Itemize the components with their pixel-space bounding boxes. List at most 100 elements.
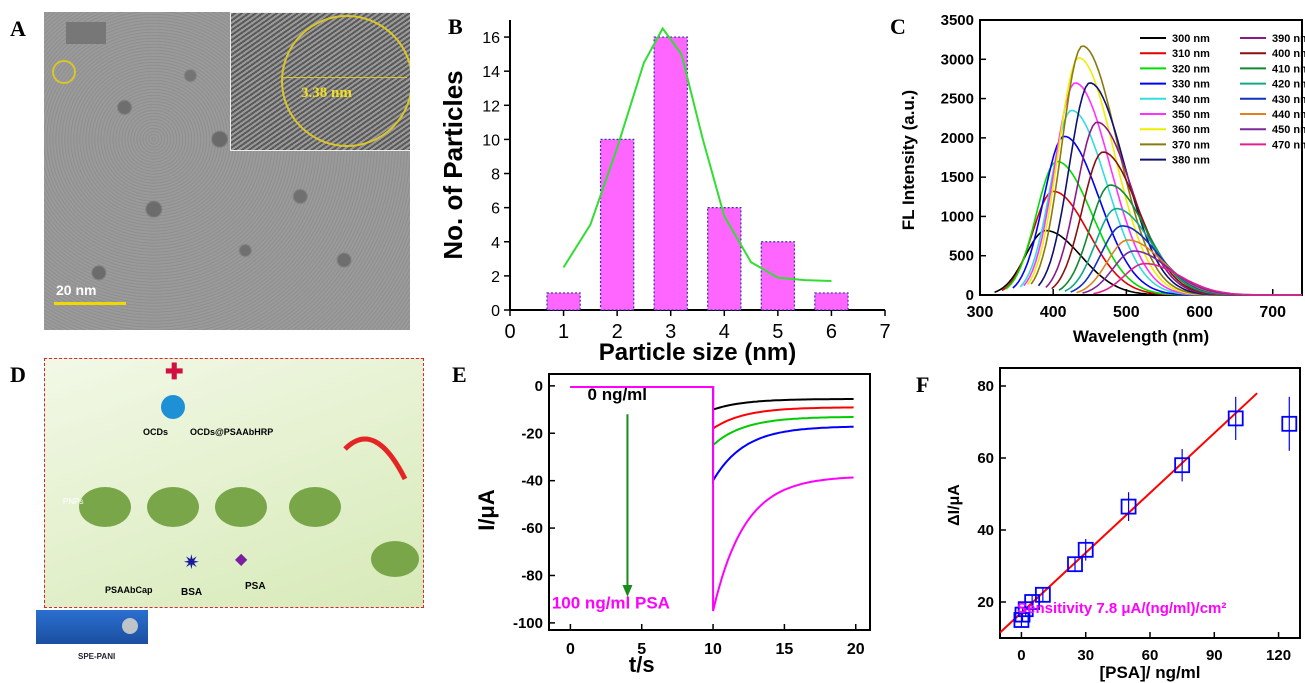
y-tick-label: -60 — [521, 520, 543, 537]
panel-label-a: A — [10, 16, 26, 41]
tem-particle-marker — [52, 60, 76, 84]
y-axis-label: No. of Particles — [440, 70, 468, 259]
legend-label: 430 nm — [1272, 94, 1305, 106]
data-point — [1281, 415, 1298, 432]
y-tick-label: 40 — [977, 522, 994, 539]
spectra-chart: 300 400 500 600 700 0 500 1000 1500 2000 2500 3000 3… — [899, 12, 1305, 346]
x-tick-label: 700 — [1259, 304, 1286, 321]
data-point — [1077, 541, 1094, 558]
y-axis-label: FL Intensity (a.u.) — [899, 90, 918, 230]
legend-label: 390 nm — [1272, 33, 1305, 45]
panel-label-b: B — [448, 14, 463, 39]
current-time-chart: 0 5 10 15 20 0 -20 -40 -60 -80 -100 0 ng/ml 100 ng/m… — [474, 373, 871, 677]
histogram-bar — [599, 138, 635, 311]
particle-2 — [147, 487, 199, 527]
ocd-dot — [161, 395, 185, 419]
reaction-arrow — [343, 436, 408, 481]
label-bsa: BSA — [181, 587, 203, 598]
x-tick-label: 600 — [1186, 304, 1213, 321]
y-tick-label: 2000 — [941, 130, 974, 147]
panel-label-d: D — [10, 362, 26, 387]
y-tick-label: 0 — [966, 287, 974, 304]
y-tick-label: 12 — [482, 98, 500, 115]
data-point — [1067, 556, 1083, 573]
histogram-bar — [760, 241, 796, 311]
tem-inset: 3.38 nm — [230, 12, 410, 151]
particle-5 — [371, 541, 419, 577]
y-tick-label: 6 — [491, 201, 500, 218]
x-tick-label: 30 — [1077, 647, 1094, 664]
legend-label: 380 nm — [1172, 155, 1210, 167]
legend-label: 320 nm — [1172, 63, 1210, 75]
measure-line — [283, 77, 407, 78]
label-ocds: OCDs — [143, 427, 169, 437]
y-tick-label: -40 — [521, 473, 543, 490]
x-tick-label: 2 — [612, 321, 623, 343]
data-point — [1014, 606, 1031, 623]
x-tick-label: 500 — [1113, 304, 1140, 321]
x-tick-label: 0 — [1017, 647, 1025, 664]
data-point — [1174, 457, 1191, 474]
label-ocds-ab: OCDs@PSAAbHRP — [190, 427, 274, 437]
current-trace — [570, 386, 854, 431]
electrode-label: SPE-PANI — [78, 652, 116, 661]
lattice-measure: 3.38 nm — [301, 85, 352, 101]
x-tick-label: 60 — [1142, 647, 1159, 664]
legend-label: 360 nm — [1172, 124, 1210, 136]
x-tick-label: 300 — [967, 304, 994, 321]
x-tick-label: 6 — [826, 321, 837, 343]
histogram-bar — [653, 36, 688, 311]
x-tick-label: 7 — [879, 321, 890, 343]
plot-frame — [979, 19, 1303, 296]
x-tick-label: 10 — [704, 641, 722, 658]
current-trace — [570, 386, 854, 612]
y-axis-label: I/μA — [474, 489, 499, 531]
label-psa: PSA — [245, 581, 266, 592]
current-trace — [570, 386, 854, 485]
legend-label: 330 nm — [1172, 79, 1210, 91]
x-tick-label: 400 — [1040, 304, 1067, 321]
y-tick-label: 60 — [977, 450, 994, 467]
label-pnps: PNPs — [63, 497, 84, 506]
panel-label-c: C — [890, 14, 906, 39]
y-tick-label: 16 — [482, 30, 500, 47]
y-tick-label: -80 — [521, 567, 543, 584]
lattice-circle — [281, 15, 410, 147]
y-tick-label: 8 — [491, 167, 500, 184]
y-tick-label: 14 — [482, 64, 500, 81]
y-tick-label: 1500 — [941, 169, 974, 186]
bsa-star-icon: ✷ — [183, 552, 200, 574]
plot-frame — [999, 367, 1301, 639]
x-tick-label: 15 — [776, 641, 794, 658]
spectrum-line — [1093, 262, 1302, 296]
sensor-schematic: ✚ ✷ ◆ OCDs OCDs@PSAAbHRP PNPs PSAAbCap B… — [44, 358, 424, 608]
current-trace — [570, 386, 854, 411]
y-axis-label: ΔI/μA — [946, 484, 963, 526]
x-tick-label: 3 — [665, 321, 676, 343]
legend-label: 420 nm — [1272, 79, 1305, 91]
legend-label: 450 nm — [1272, 124, 1305, 136]
y-tick-label: -20 — [521, 425, 543, 442]
y-tick-label: 20 — [977, 594, 994, 611]
x-tick-label: 1 — [558, 321, 569, 343]
x-tick-label: 0 — [566, 641, 575, 658]
y-tick-label: 1000 — [941, 208, 974, 225]
psa-diamond-icon: ◆ — [235, 551, 248, 568]
y-tick-label: 2500 — [941, 91, 974, 108]
electrode-pad — [122, 618, 138, 634]
legend-label: 440 nm — [1272, 109, 1305, 121]
legend-label: 470 nm — [1272, 139, 1305, 151]
plus-icon: ✚ — [165, 359, 183, 384]
x-axis-label: Wavelength (nm) — [1073, 327, 1209, 346]
data-point — [1013, 612, 1030, 628]
sensitivity-annotation: Sensitivity 7.8 μA/(ng/ml)/cm² — [1017, 600, 1226, 617]
tem-image: 3.38 nm 20 nm — [44, 12, 410, 330]
legend-label: 310 nm — [1172, 48, 1210, 60]
particle-4 — [289, 487, 341, 527]
y-tick-label: 80 — [977, 378, 994, 395]
pnp-particle — [79, 487, 131, 527]
legend-label: 370 nm — [1172, 139, 1210, 151]
scale-bar-label: 20 nm — [56, 282, 97, 298]
legend-label: 350 nm — [1172, 109, 1210, 121]
y-tick-label: 2 — [491, 269, 500, 286]
